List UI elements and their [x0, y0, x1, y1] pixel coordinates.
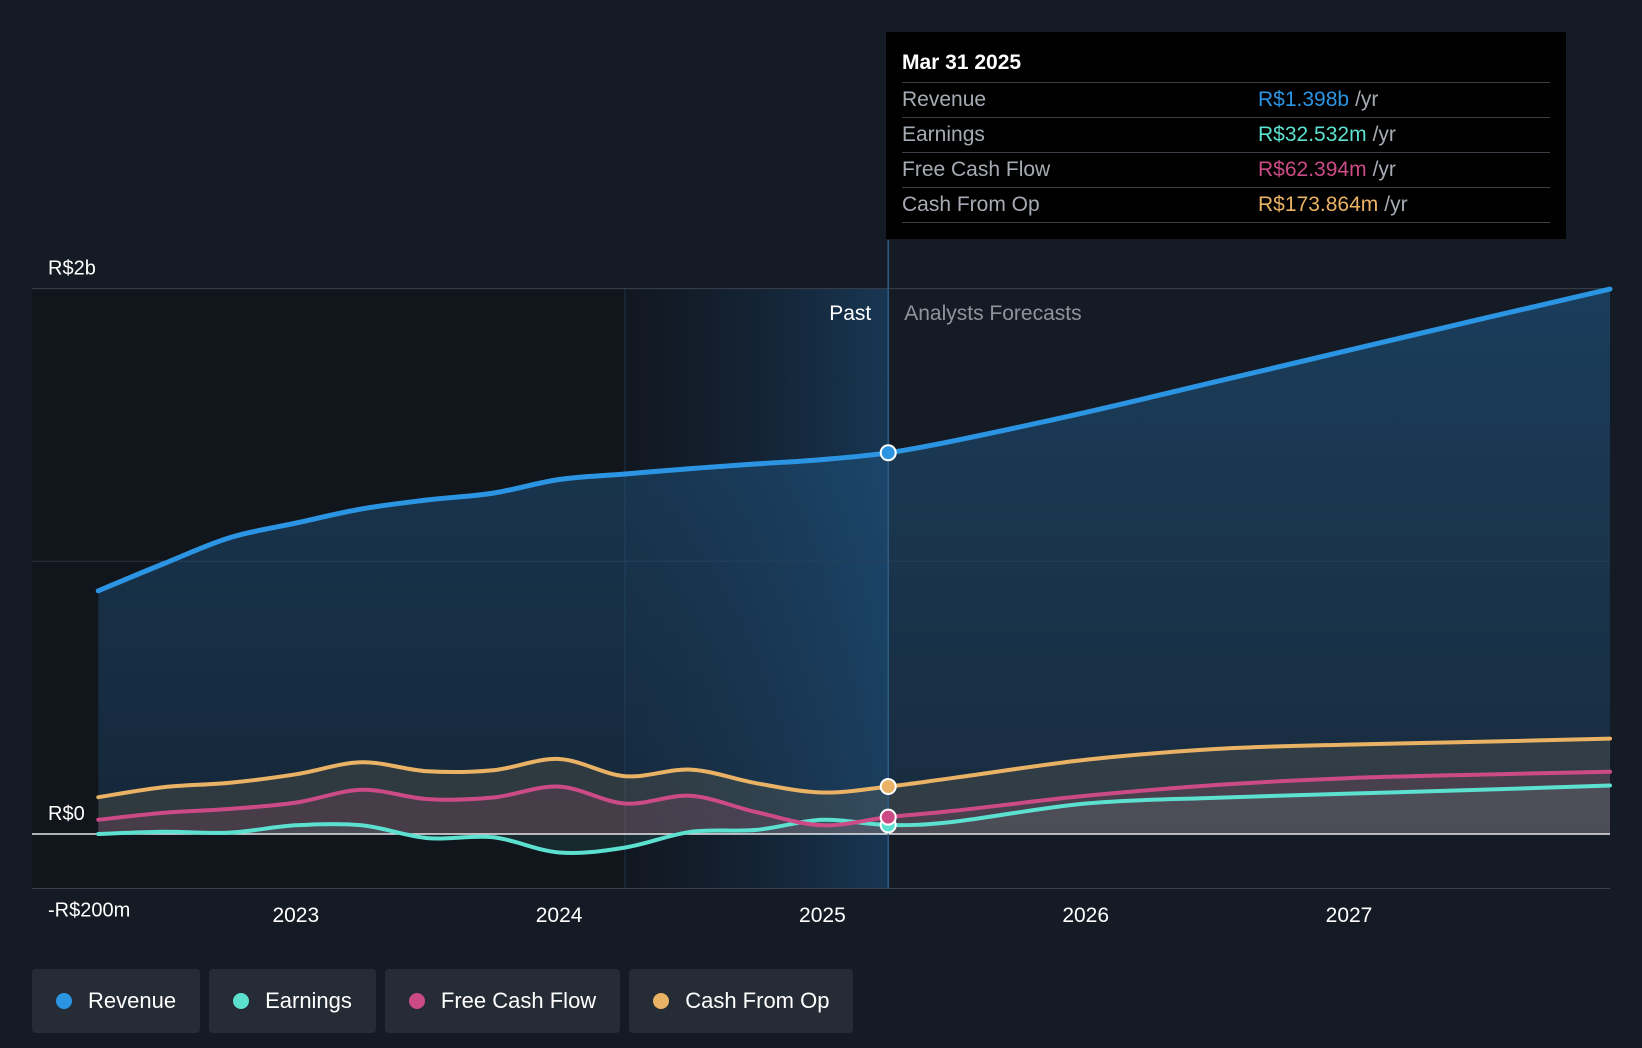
series-lines — [32, 286, 1613, 856]
y-tick-label: -R$200m — [48, 900, 130, 922]
legend-label: Earnings — [265, 988, 352, 1013]
x-tick-label: 2023 — [272, 904, 319, 927]
tooltip-unit: /yr — [1355, 88, 1379, 111]
legend-dot-icon — [653, 993, 670, 1009]
tooltip-row-cash-from-op: Cash From Op R$173.864m /yr — [902, 188, 1550, 223]
series-area-free-cash-flow — [98, 771, 1610, 834]
legend-item-earnings[interactable]: Earnings — [209, 969, 376, 1033]
legend-dot-icon — [233, 993, 250, 1009]
y-tick-label: R$2b — [48, 258, 96, 280]
past-label: Past — [829, 302, 871, 325]
series-areas — [98, 289, 1610, 854]
tooltip-label: Earnings — [902, 123, 985, 146]
marker-cash-from-op — [879, 778, 897, 796]
y-tick-label: R$0 — [48, 803, 85, 825]
tooltip-row-revenue: Revenue R$1.398b /yr — [902, 83, 1550, 118]
tooltip-label: Free Cash Flow — [902, 158, 1051, 181]
legend: Revenue Earnings Free Cash Flow Cash Fro… — [32, 969, 854, 1033]
series-line-revenue — [95, 286, 1613, 594]
tooltip-date: Mar 31 2025 — [902, 46, 1550, 83]
tooltip-value: R$32.532m — [1258, 123, 1367, 146]
tooltip-markers — [879, 444, 897, 834]
tooltip-unit: /yr — [1384, 193, 1408, 216]
marker-revenue — [879, 444, 897, 462]
series-line-earnings — [96, 783, 1612, 856]
legend-dot-icon — [56, 993, 72, 1009]
x-tick-label: 2024 — [536, 904, 583, 927]
legend-item-revenue[interactable]: Revenue — [32, 969, 201, 1033]
tooltip-value: R$173.864m — [1258, 193, 1379, 216]
tooltip-label: Revenue — [902, 88, 987, 111]
y-axis-labels: R$2b R$0 -R$200m — [48, 258, 130, 922]
tooltip: Mar 31 2025 Revenue R$1.398b /yr Earning… — [886, 32, 1566, 239]
series-line-free-cash-flow — [96, 769, 1612, 828]
tooltip-unit: /yr — [1372, 158, 1396, 181]
marker-free-cash-flow — [879, 808, 897, 826]
x-tick-label: 2027 — [1326, 904, 1373, 927]
tooltip-row-earnings: Earnings R$32.532m /yr — [902, 118, 1550, 153]
x-tick-label: 2026 — [1062, 904, 1109, 927]
legend-dot-icon — [408, 993, 425, 1009]
legend-label: Cash From Op — [685, 988, 830, 1013]
legend-item-cash-from-op[interactable]: Cash From Op — [629, 969, 854, 1033]
x-tick-label: 2025 — [799, 904, 846, 927]
tooltip-label: Cash From Op — [902, 193, 1040, 216]
tooltip-value: R$1.398b — [1258, 88, 1350, 111]
series-line-cash-from-op — [96, 736, 1612, 800]
tooltip-value: R$62.394m — [1258, 158, 1367, 181]
legend-label: Free Cash Flow — [440, 988, 597, 1013]
x-axis-labels: 2023 2024 2025 2026 2027 — [272, 904, 1372, 927]
legend-label: Revenue — [88, 988, 177, 1013]
forecast-label: Analysts Forecasts — [904, 302, 1081, 325]
series-area-cash-from-op — [98, 738, 1610, 834]
series-area-revenue — [98, 289, 1610, 835]
tooltip-unit: /yr — [1372, 123, 1396, 146]
legend-item-free-cash-flow[interactable]: Free Cash Flow — [384, 969, 621, 1033]
tooltip-row-free-cash-flow: Free Cash Flow R$62.394m /yr — [902, 153, 1550, 188]
